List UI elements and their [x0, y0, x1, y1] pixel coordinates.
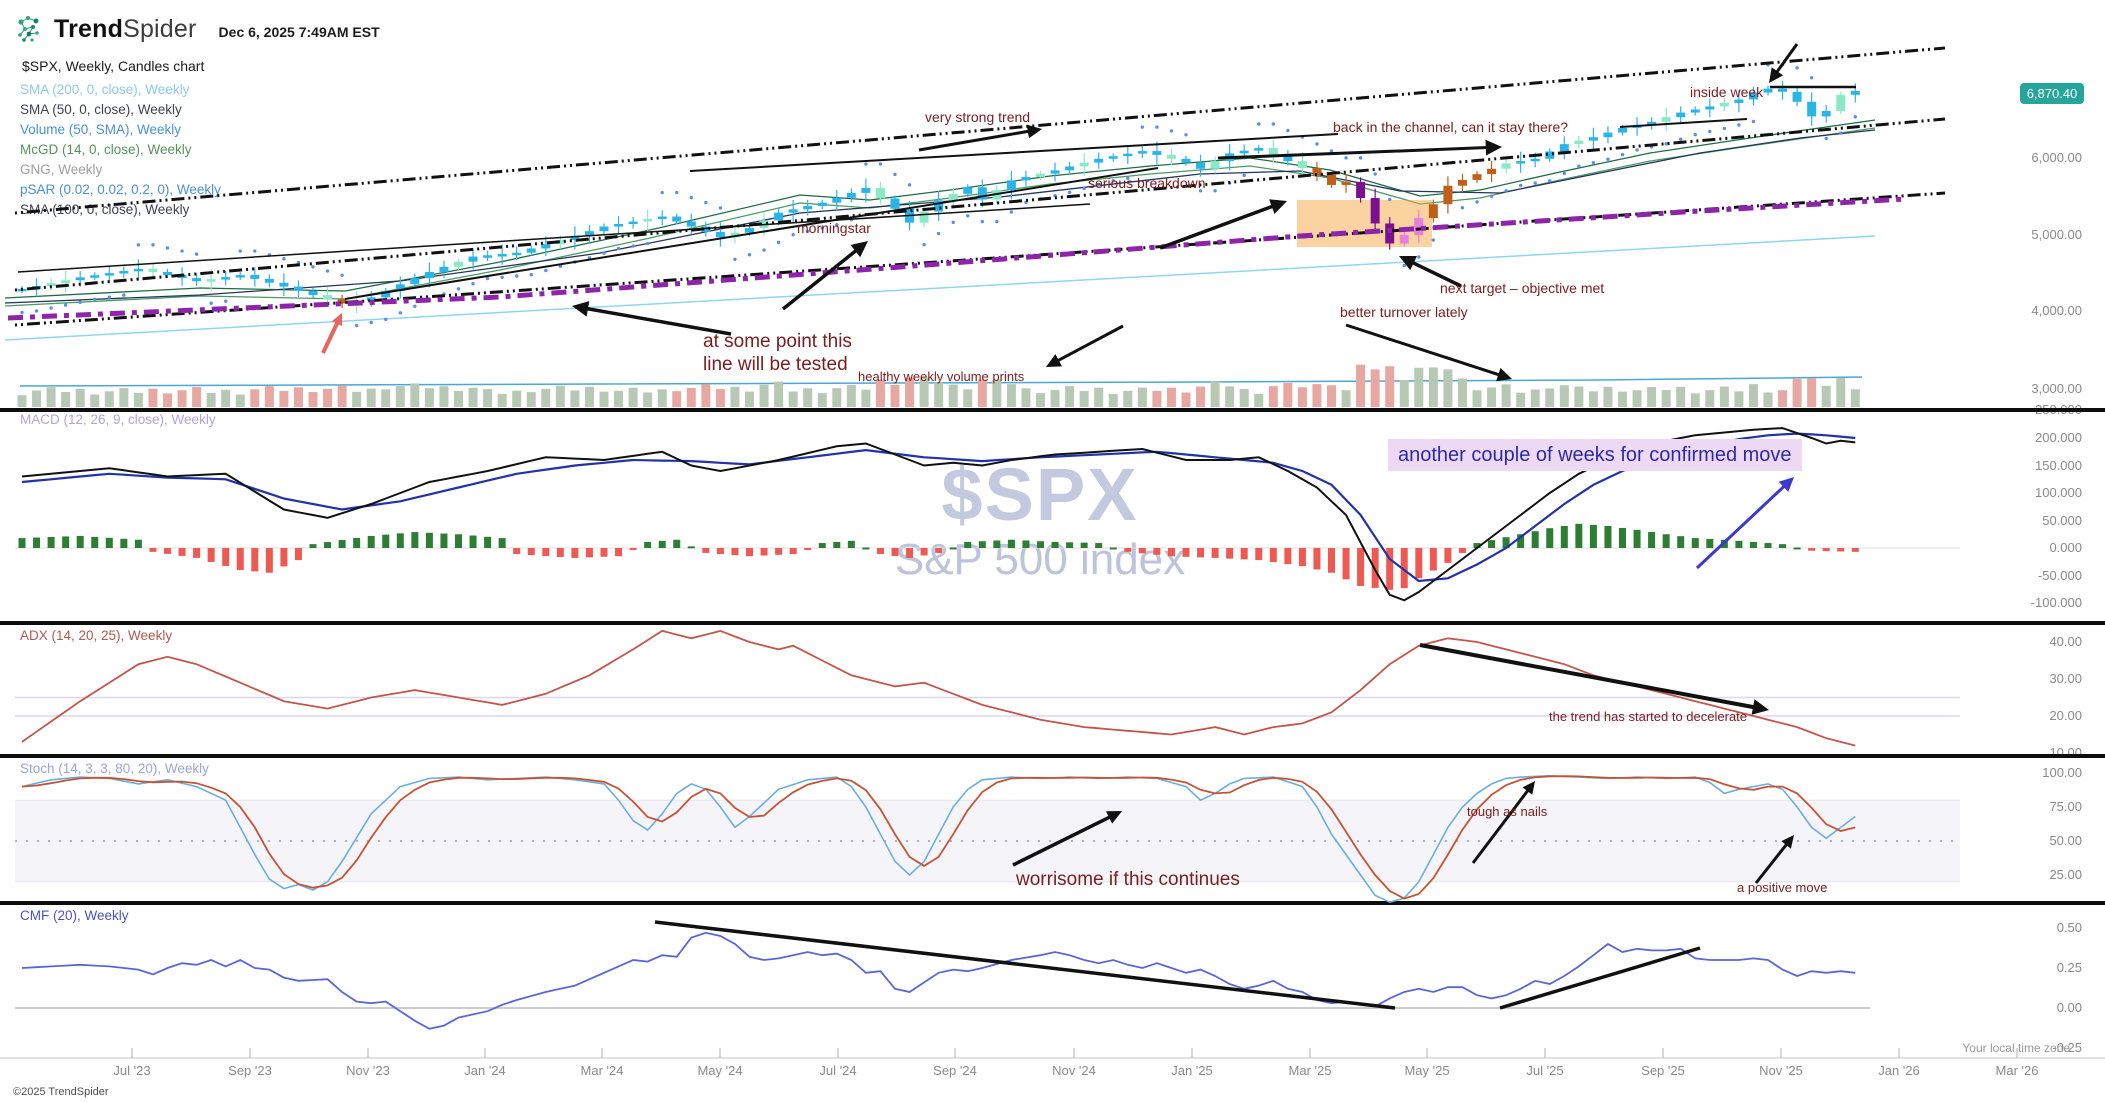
annotation: a positive move [1737, 880, 1828, 895]
x-axis-label[interactable]: May '24 [697, 1063, 743, 1078]
chart-title: $SPX, Weekly, Candles chart [22, 58, 205, 74]
legend-item-4[interactable]: McGD (14, 0, close), Weekly [20, 142, 192, 157]
legend-item-3[interactable]: Volume (50, SMA), Weekly [20, 122, 182, 137]
y-axis-label-adx: 40.00 [2049, 634, 2082, 649]
legend-item-5[interactable]: GNG, Weekly [20, 162, 103, 177]
legend-item-1[interactable]: SMA (200, 0, close), Weekly [20, 82, 190, 97]
y-axis-label-cmf: -0.25 [2052, 1040, 2082, 1055]
y-axis-label-stoch: 100.00 [2042, 765, 2082, 780]
x-axis-label[interactable]: Jul '24 [819, 1063, 857, 1078]
y-axis-label-stoch: 75.00 [2049, 799, 2082, 814]
copyright-note: ©2025 TrendSpider [13, 1086, 109, 1098]
annotation: the trend has started to decelerate [1549, 709, 1748, 724]
timezone-note[interactable]: Your local time zone [1962, 1041, 2070, 1055]
trendspider-logo-icon [18, 16, 39, 42]
y-axis-label-macd: 200.000 [2035, 430, 2082, 445]
y-axis-label-macd: 100.000 [2035, 485, 2082, 500]
watermark-symbol: $SPX [941, 453, 1139, 536]
y-axis-label-macd: 150.000 [2035, 458, 2082, 473]
y-axis-label-cmf: 0.00 [2056, 1000, 2082, 1015]
x-axis-label[interactable]: Mar '24 [580, 1063, 624, 1078]
y-axis-label-macd: -50.000 [2037, 568, 2082, 583]
annotation: another couple of weeks for confirmed mo… [1388, 439, 1802, 472]
annotation: better turnover lately [1340, 304, 1468, 320]
app-header: TrendSpider Dec 6, 2025 7:49AM EST [14, 12, 380, 46]
y-axis-label-price: 6,000.00 [2031, 150, 2082, 165]
x-axis-label[interactable]: Jul '23 [113, 1063, 151, 1078]
x-axis-label[interactable]: Nov '24 [1052, 1063, 1096, 1078]
app-logo[interactable]: TrendSpider [54, 15, 197, 44]
panel-label-4[interactable]: CMF (20), Weekly [20, 908, 129, 923]
x-axis-label[interactable]: Sep '24 [933, 1063, 977, 1078]
y-axis-label-macd: -100.000 [2030, 595, 2082, 610]
x-axis-label[interactable]: Jan '24 [464, 1063, 506, 1078]
legend-item-7[interactable]: SMA (100, 0, close), Weekly [20, 202, 190, 217]
annotation: healthy weekly volume prints [858, 369, 1025, 384]
annotation: worrisome if this continues [1016, 869, 1240, 890]
x-axis-label[interactable]: Sep '25 [1641, 1063, 1685, 1078]
symbol-watermark: $SPX S&P 500 index [810, 458, 1270, 587]
y-axis-label-stoch: 50.00 [2049, 833, 2082, 848]
x-axis-label[interactable]: Mar '26 [1995, 1063, 2039, 1078]
legend-item-6[interactable]: pSAR (0.02, 0.02, 0.2, 0), Weekly [20, 182, 221, 197]
y-axis-label-price: 3,000.00 [2031, 381, 2082, 396]
y-axis-label-stoch: 25.00 [2049, 867, 2082, 882]
x-axis-label[interactable]: Jan '25 [1171, 1063, 1213, 1078]
y-axis-label-price: 5,000.00 [2031, 227, 2082, 242]
y-axis-label-macd: 50.000 [2042, 513, 2082, 528]
x-axis-label[interactable]: May '25 [1404, 1063, 1450, 1078]
annotation: very strong trend [925, 109, 1031, 125]
panel-label-1[interactable]: MACD (12, 26, 9, close), Weekly [20, 412, 216, 427]
logo-trend: Trend [54, 14, 124, 43]
annotation: serious breakdown [1088, 175, 1206, 191]
y-axis-label-macd: 0.000 [2049, 540, 2082, 555]
chart-datetime: Dec 6, 2025 7:49AM EST [218, 24, 380, 40]
annotation: back in the channel, can it stay there? [1333, 119, 1569, 135]
annotation: morningstar [797, 220, 871, 236]
x-axis-label[interactable]: Jul '25 [1526, 1063, 1564, 1078]
x-axis-label[interactable]: Jan '26 [1878, 1063, 1920, 1078]
x-axis-label[interactable]: Mar '25 [1288, 1063, 1332, 1078]
y-axis-label-cmf: 0.25 [2056, 960, 2082, 975]
annotation: inside week [1690, 84, 1764, 100]
panel-label-2[interactable]: ADX (14, 20, 25), Weekly [20, 628, 173, 643]
x-axis-label[interactable]: Nov '25 [1759, 1063, 1803, 1078]
y-axis-label-cmf: 0.50 [2056, 920, 2082, 935]
annotation: at some point this line will be tested [703, 331, 852, 376]
logo-spider: Spider [123, 14, 197, 43]
x-axis-label[interactable]: Sep '23 [228, 1063, 272, 1078]
panel-label-3[interactable]: Stoch (14, 3, 3, 80, 20), Weekly [20, 761, 209, 776]
y-axis-label-adx: 30.00 [2049, 671, 2082, 686]
y-axis-label-adx: 20.00 [2049, 708, 2082, 723]
annotation: next target – objective met [1440, 280, 1605, 296]
annotation: tough as nails [1467, 804, 1548, 819]
last-price-badge: 6,870.40 [2020, 83, 2084, 104]
y-axis-label-price: 4,000.00 [2031, 303, 2082, 318]
x-axis-label[interactable]: Nov '23 [346, 1063, 390, 1078]
legend-item-2[interactable]: SMA (50, 0, close), Weekly [20, 102, 182, 117]
